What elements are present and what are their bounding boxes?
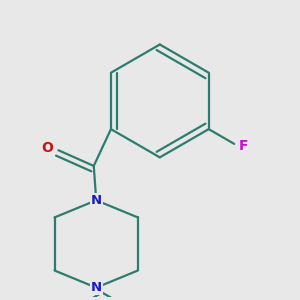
Text: N: N [91,281,102,294]
Text: N: N [91,194,102,207]
Text: O: O [42,141,54,155]
Text: F: F [238,139,248,153]
